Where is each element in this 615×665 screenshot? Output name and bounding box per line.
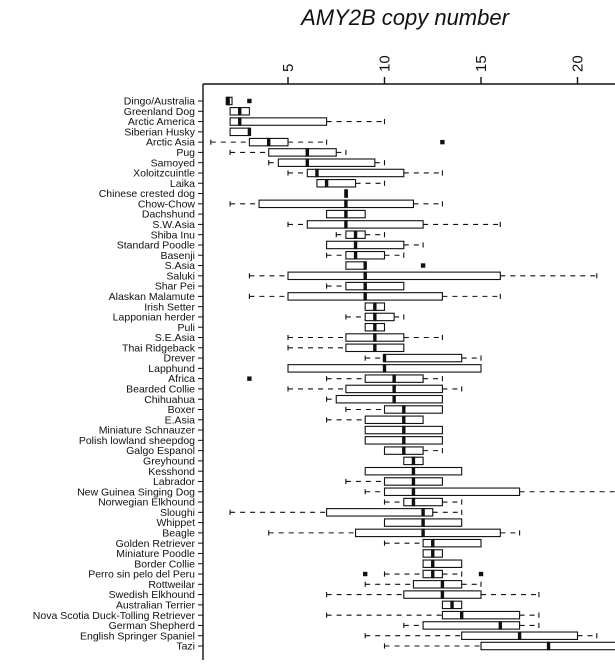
box-iqr bbox=[346, 252, 385, 259]
x-tick-label: 15 bbox=[473, 55, 490, 72]
box-15 bbox=[327, 241, 424, 249]
box-49 bbox=[327, 590, 539, 598]
box-21 bbox=[365, 302, 384, 310]
box-iqr bbox=[230, 118, 327, 125]
box-42 bbox=[385, 518, 462, 526]
box-54 bbox=[385, 642, 615, 650]
box-26 bbox=[365, 354, 481, 362]
box-52 bbox=[404, 621, 539, 629]
box-17 bbox=[346, 261, 425, 269]
box-iqr bbox=[356, 529, 501, 536]
box-iqr bbox=[288, 272, 500, 279]
outlier-point bbox=[421, 263, 425, 267]
box-46 bbox=[423, 560, 462, 568]
x-tick-label: 20 bbox=[570, 55, 587, 72]
box-iqr bbox=[336, 396, 442, 403]
box-3 bbox=[230, 117, 384, 125]
box-19 bbox=[327, 282, 404, 290]
box-30 bbox=[327, 395, 443, 403]
box-48 bbox=[365, 580, 481, 588]
box-37 bbox=[365, 467, 462, 475]
box-34 bbox=[365, 436, 442, 444]
box-iqr bbox=[346, 282, 404, 289]
box-41 bbox=[230, 508, 462, 516]
chart-title: AMY2B copy number bbox=[299, 5, 511, 30]
box-iqr bbox=[365, 313, 394, 320]
box-25 bbox=[288, 344, 404, 352]
box-iqr bbox=[385, 488, 520, 495]
box-45 bbox=[423, 549, 442, 557]
box-iqr bbox=[346, 262, 365, 269]
box-14 bbox=[336, 230, 384, 238]
box-51 bbox=[327, 611, 539, 619]
box-29 bbox=[288, 385, 462, 393]
box-11 bbox=[230, 200, 442, 208]
box-40 bbox=[385, 498, 462, 506]
box-iqr bbox=[385, 354, 462, 361]
box-iqr bbox=[423, 560, 462, 567]
box-36 bbox=[404, 457, 423, 465]
box-iqr bbox=[269, 149, 337, 156]
boxes bbox=[211, 97, 615, 650]
box-iqr bbox=[278, 159, 375, 166]
box-32 bbox=[327, 416, 424, 424]
box-6 bbox=[230, 148, 346, 156]
box-23 bbox=[365, 323, 384, 331]
box-27 bbox=[288, 364, 481, 372]
box-9 bbox=[317, 179, 385, 187]
box-iqr bbox=[230, 128, 249, 135]
box-39 bbox=[365, 488, 615, 496]
box-iqr bbox=[317, 180, 356, 187]
box-22 bbox=[346, 313, 404, 321]
box-iqr bbox=[365, 416, 423, 423]
box-4 bbox=[230, 128, 249, 136]
box-24 bbox=[288, 333, 442, 341]
x-tick-label: 5 bbox=[280, 64, 297, 72]
outlier-point bbox=[363, 572, 367, 576]
box-47 bbox=[363, 570, 483, 578]
box-iqr bbox=[307, 169, 404, 176]
outlier-point bbox=[247, 376, 251, 380]
box-44 bbox=[385, 539, 482, 547]
box-43 bbox=[269, 529, 520, 537]
box-50 bbox=[442, 601, 461, 609]
box-iqr bbox=[404, 498, 443, 505]
box-5 bbox=[211, 138, 445, 146]
box-10 bbox=[346, 189, 348, 197]
box-iqr bbox=[442, 611, 519, 618]
box-iqr bbox=[327, 509, 433, 516]
box-7 bbox=[269, 158, 385, 166]
box-20 bbox=[249, 292, 500, 300]
box-iqr bbox=[327, 241, 404, 248]
box-iqr bbox=[423, 622, 519, 629]
box-53 bbox=[365, 632, 597, 640]
category-label: Tazi bbox=[176, 641, 195, 653]
box-iqr bbox=[385, 406, 443, 413]
box-8 bbox=[288, 169, 442, 177]
outlier-point bbox=[247, 99, 251, 103]
box-iqr bbox=[259, 200, 413, 207]
outlier-point bbox=[440, 140, 444, 144]
box-16 bbox=[327, 251, 404, 259]
box-18 bbox=[249, 272, 596, 280]
box-38 bbox=[346, 477, 443, 485]
box-31 bbox=[346, 405, 443, 413]
box-28 bbox=[247, 374, 442, 382]
box-12 bbox=[327, 210, 366, 218]
box-13 bbox=[288, 220, 500, 228]
box-1 bbox=[226, 97, 251, 105]
outlier-point bbox=[479, 572, 483, 576]
box-35 bbox=[385, 446, 443, 454]
box-iqr bbox=[413, 581, 461, 588]
x-tick-label: 10 bbox=[377, 55, 394, 72]
box-33 bbox=[365, 426, 442, 434]
box-2 bbox=[230, 107, 249, 115]
box-iqr bbox=[307, 221, 423, 228]
